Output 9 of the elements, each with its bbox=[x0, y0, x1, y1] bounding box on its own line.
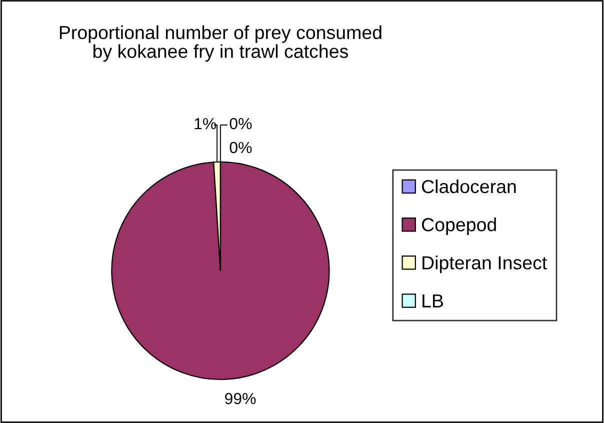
data-label: 1% bbox=[194, 118, 216, 130]
legend-label: Cladoceran bbox=[422, 179, 516, 194]
chart-title: Proportional number of prey consumed by kokanee fry in trawl catches bbox=[60, 25, 382, 62]
legend-label: Copepod bbox=[422, 218, 496, 236]
text: 0% bbox=[230, 118, 252, 130]
legend-label: LB bbox=[422, 294, 443, 308]
text: 0% bbox=[230, 142, 252, 154]
legend-label: Dipteran Insect bbox=[422, 256, 548, 274]
data-label: 99% bbox=[225, 392, 256, 404]
